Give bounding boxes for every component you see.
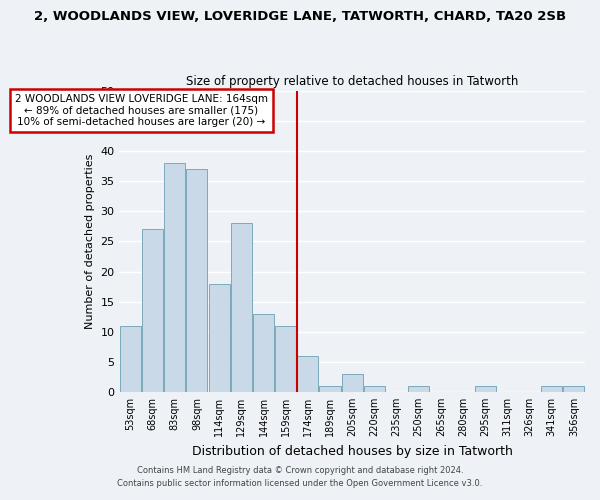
Bar	[364, 386, 385, 392]
Bar	[275, 326, 296, 392]
Bar	[209, 284, 230, 392]
X-axis label: Distribution of detached houses by size in Tatworth: Distribution of detached houses by size …	[192, 444, 512, 458]
Bar	[231, 224, 252, 392]
Bar	[297, 356, 319, 392]
Bar	[120, 326, 141, 392]
Text: 2 WOODLANDS VIEW LOVERIDGE LANE: 164sqm
← 89% of detached houses are smaller (17: 2 WOODLANDS VIEW LOVERIDGE LANE: 164sqm …	[15, 94, 268, 128]
Text: 2, WOODLANDS VIEW, LOVERIDGE LANE, TATWORTH, CHARD, TA20 2SB: 2, WOODLANDS VIEW, LOVERIDGE LANE, TATWO…	[34, 10, 566, 23]
Y-axis label: Number of detached properties: Number of detached properties	[85, 154, 95, 329]
Bar	[408, 386, 429, 392]
Bar	[341, 374, 363, 392]
Bar	[187, 170, 208, 392]
Bar	[475, 386, 496, 392]
Bar	[541, 386, 562, 392]
Bar	[563, 386, 584, 392]
Bar	[164, 164, 185, 392]
Bar	[319, 386, 341, 392]
Bar	[142, 230, 163, 392]
Text: Contains HM Land Registry data © Crown copyright and database right 2024.
Contai: Contains HM Land Registry data © Crown c…	[118, 466, 482, 487]
Title: Size of property relative to detached houses in Tatworth: Size of property relative to detached ho…	[186, 76, 518, 88]
Bar	[253, 314, 274, 392]
